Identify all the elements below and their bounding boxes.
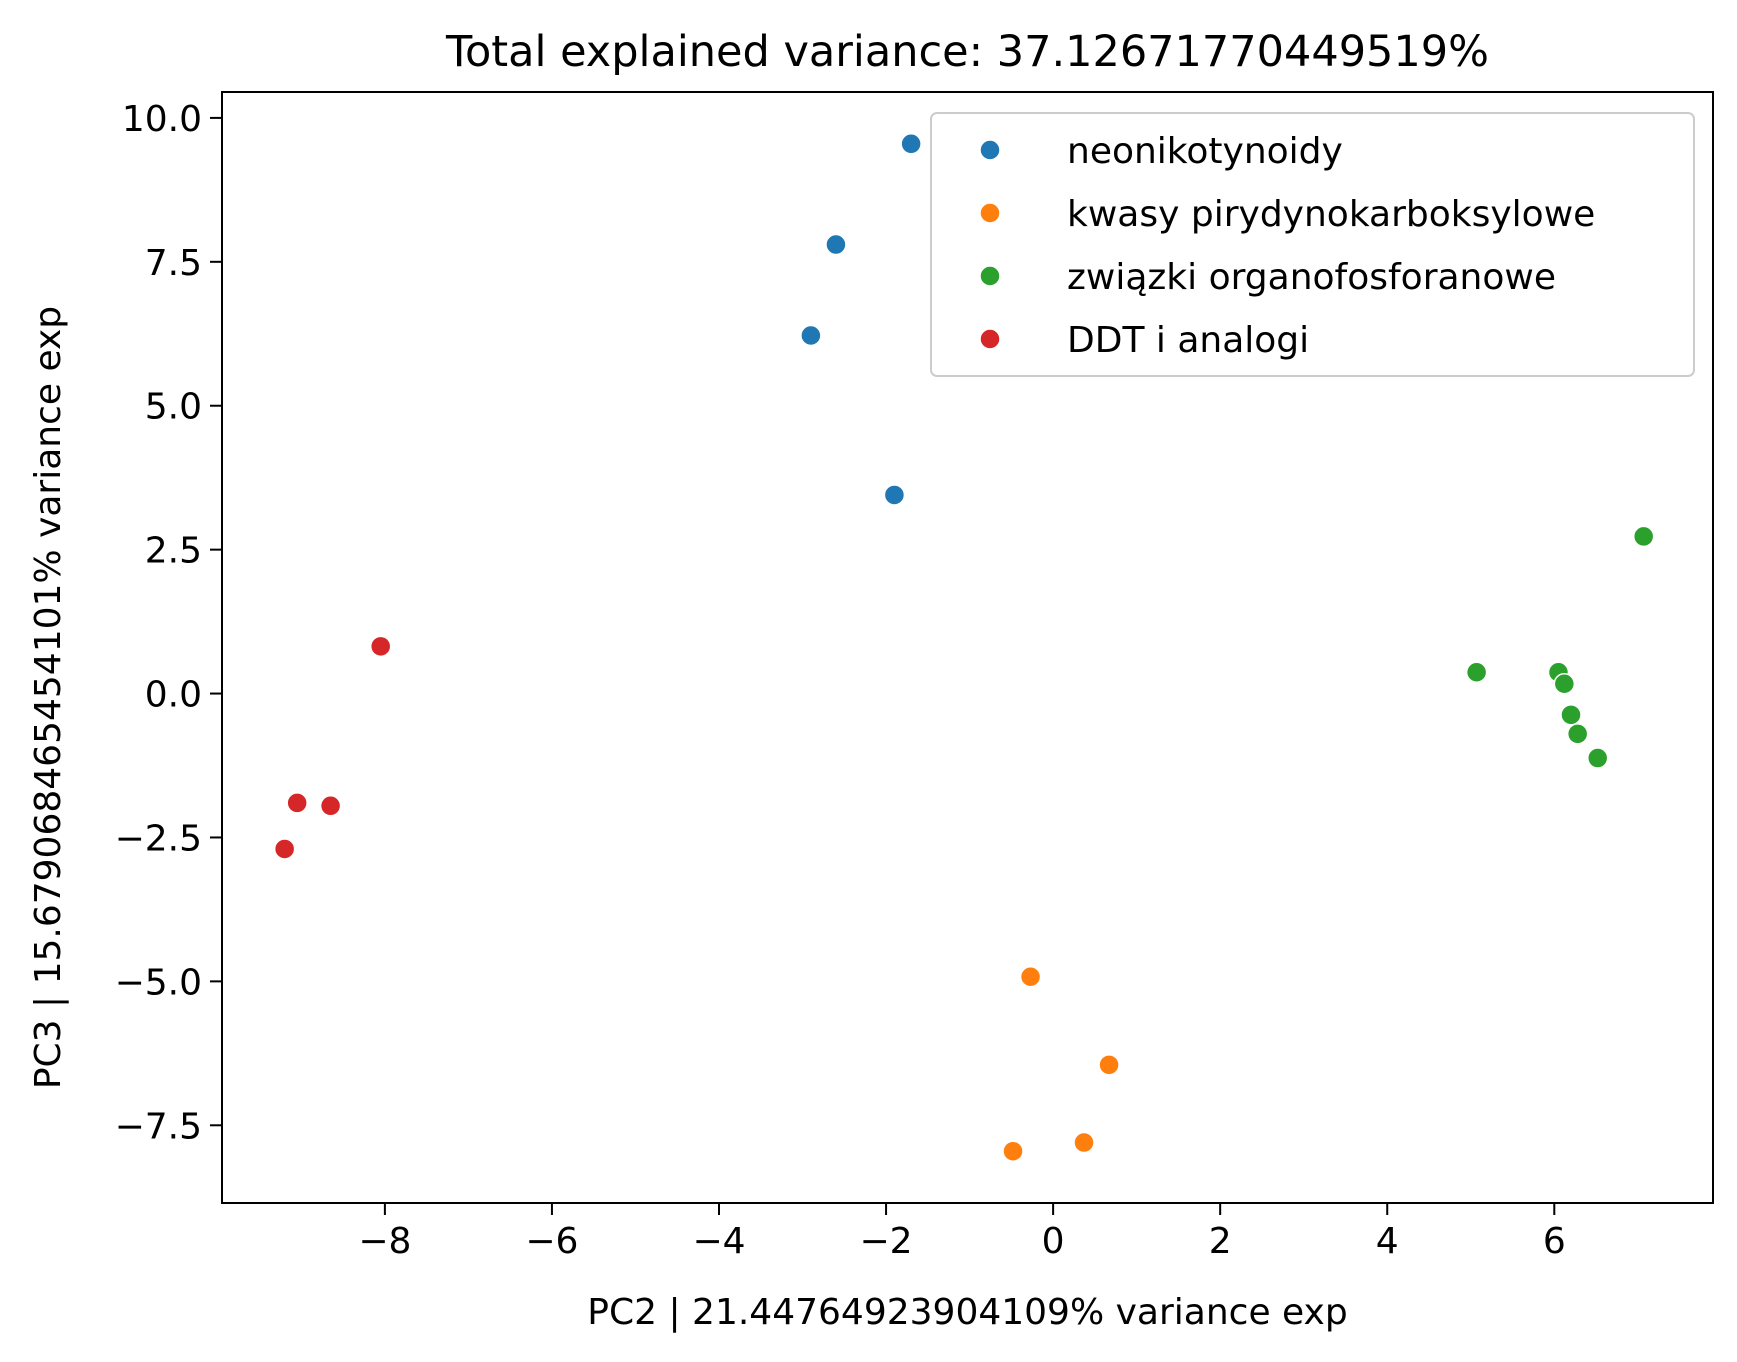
y-axis-title: PC3 | 15.67906846545410​1% variance exp bbox=[28, 306, 69, 1089]
x-tick-label: 4 bbox=[1376, 1221, 1399, 1262]
data-point bbox=[286, 792, 308, 814]
y-tick-label: −7.5 bbox=[115, 1106, 202, 1147]
data-point bbox=[800, 324, 822, 347]
x-tick-label: −8 bbox=[358, 1221, 411, 1262]
y-tick-label: 2.5 bbox=[145, 531, 202, 572]
legend-frame bbox=[930, 112, 1695, 377]
data-point bbox=[1560, 704, 1582, 726]
y-tick-label: 10.0 bbox=[122, 99, 202, 140]
x-axis: −8 −6 −4 −2 0 2 4 6 bbox=[358, 1203, 1566, 1262]
x-tick-label: 0 bbox=[1042, 1221, 1065, 1262]
chart-title: Total explained variance: 37.12671770449… bbox=[445, 27, 1489, 77]
data-point bbox=[825, 233, 847, 256]
data-point bbox=[1098, 1054, 1120, 1076]
data-point bbox=[1632, 525, 1655, 548]
y-tick-label: 7.5 bbox=[145, 243, 202, 284]
legend-label: kwasy pirydynokarboksylowe bbox=[1067, 194, 1595, 235]
data-point bbox=[900, 133, 922, 155]
data-point bbox=[273, 838, 296, 860]
legend-marker bbox=[979, 265, 1001, 287]
x-axis-title: PC2 | 21.44764923904109% variance exp bbox=[587, 1292, 1347, 1333]
legend-marker bbox=[979, 139, 1001, 161]
legend: neonikotynoidy kwasy pirydynokarboksylowe… bbox=[930, 112, 1695, 377]
data-point bbox=[883, 484, 906, 506]
y-tick-label: −5.0 bbox=[115, 962, 202, 1003]
x-tick-label: 2 bbox=[1209, 1221, 1232, 1262]
data-point bbox=[1586, 747, 1609, 769]
y-axis: −7.5 −5.0 −2.5 0.0 2.5 5.0 7.5 10.0 bbox=[115, 99, 222, 1147]
legend-marker bbox=[979, 328, 1001, 350]
data-point bbox=[1073, 1131, 1095, 1154]
plot-frame bbox=[221, 91, 1714, 1204]
x-tick-label: −6 bbox=[525, 1221, 578, 1262]
y-tick-label: −2.5 bbox=[115, 818, 202, 859]
x-tick-label: 6 bbox=[1543, 1221, 1566, 1262]
y-tick-label: 5.0 bbox=[145, 387, 202, 428]
data-point bbox=[1002, 1140, 1024, 1162]
x-tick-label: −2 bbox=[860, 1221, 913, 1262]
data-point bbox=[1566, 723, 1589, 745]
legend-label: związki organofosforanowe bbox=[1067, 257, 1556, 298]
data-point bbox=[319, 795, 342, 817]
y-tick-label: 0.0 bbox=[145, 675, 202, 716]
data-point bbox=[369, 635, 392, 658]
plot-area bbox=[221, 91, 1714, 1204]
x-tick-label: −4 bbox=[692, 1221, 745, 1262]
data-points bbox=[273, 133, 1655, 1162]
legend-label: neonikotynoidy bbox=[1067, 131, 1343, 172]
legend-label: DDT i analogi bbox=[1067, 320, 1309, 361]
legend-marker bbox=[979, 202, 1001, 224]
data-point bbox=[1553, 673, 1576, 695]
data-point bbox=[1019, 966, 1042, 988]
data-point bbox=[1465, 661, 1488, 684]
